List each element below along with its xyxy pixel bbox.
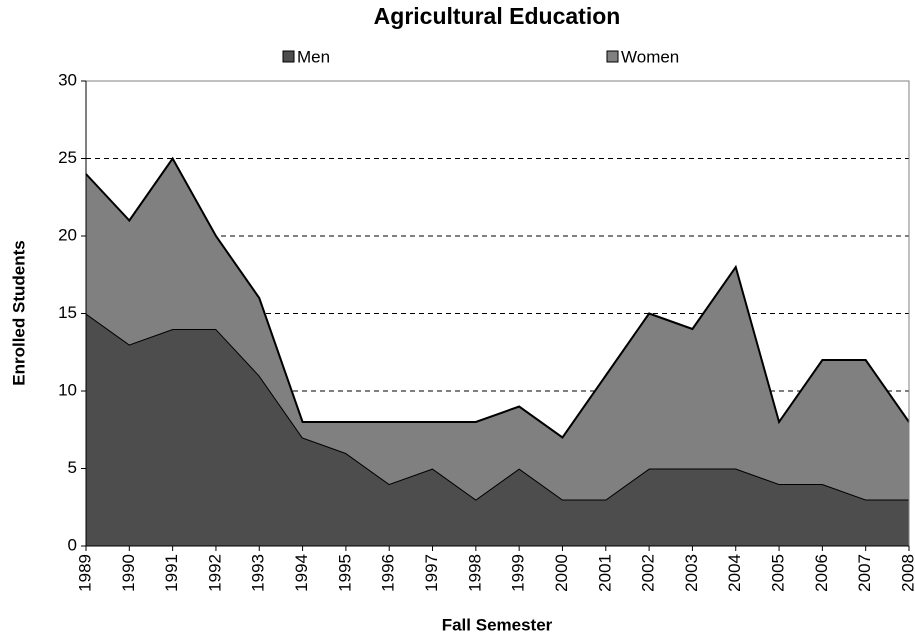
area-outline [85, 156, 910, 439]
x-tick-label: 2003 [682, 554, 701, 592]
x-tick-label: 2002 [639, 554, 658, 592]
y-axis-label: Enrolled Students [9, 240, 28, 385]
y-tick-label: 15 [58, 303, 77, 322]
y-tick-label: 30 [58, 70, 77, 89]
x-tick-label: 1991 [162, 554, 181, 592]
y-tick-label: 10 [58, 380, 77, 399]
x-axis-label: Fall Semester [442, 615, 553, 634]
x-tick-label: 1992 [205, 554, 224, 592]
legend-swatch [282, 50, 295, 63]
y-tick-label: 25 [58, 148, 77, 167]
x-tick-label: 1998 [465, 554, 484, 592]
x-tick-label: 2008 [898, 554, 915, 592]
legend-label: Women [621, 47, 679, 66]
y-tick-label: 20 [58, 225, 77, 244]
x-tick-label: 2007 [855, 554, 874, 592]
chart-title: Agricultural Education [374, 3, 621, 29]
x-tick-label: 2004 [725, 554, 744, 592]
area [86, 158, 909, 500]
y-tick-label: 0 [68, 535, 77, 554]
x-tick-label: 2001 [595, 554, 614, 592]
x-tick-label: 1993 [249, 554, 268, 592]
legend-swatch [606, 50, 619, 63]
x-tick-label: 2005 [769, 554, 788, 592]
x-tick-label: 1996 [379, 554, 398, 592]
x-tick-label: 1989 [75, 554, 94, 592]
x-tick-label: 1995 [335, 554, 354, 592]
y-tick-label: 5 [68, 458, 77, 477]
x-tick-label: 1994 [292, 554, 311, 592]
x-tick-label: 1997 [422, 554, 441, 592]
x-tick-label: 1999 [509, 554, 528, 592]
x-tick-label: 1990 [119, 554, 138, 592]
area [86, 313, 909, 546]
x-tick-label: 2006 [812, 554, 831, 592]
x-tick-label: 2000 [552, 554, 571, 592]
legend-label: Men [297, 47, 330, 66]
